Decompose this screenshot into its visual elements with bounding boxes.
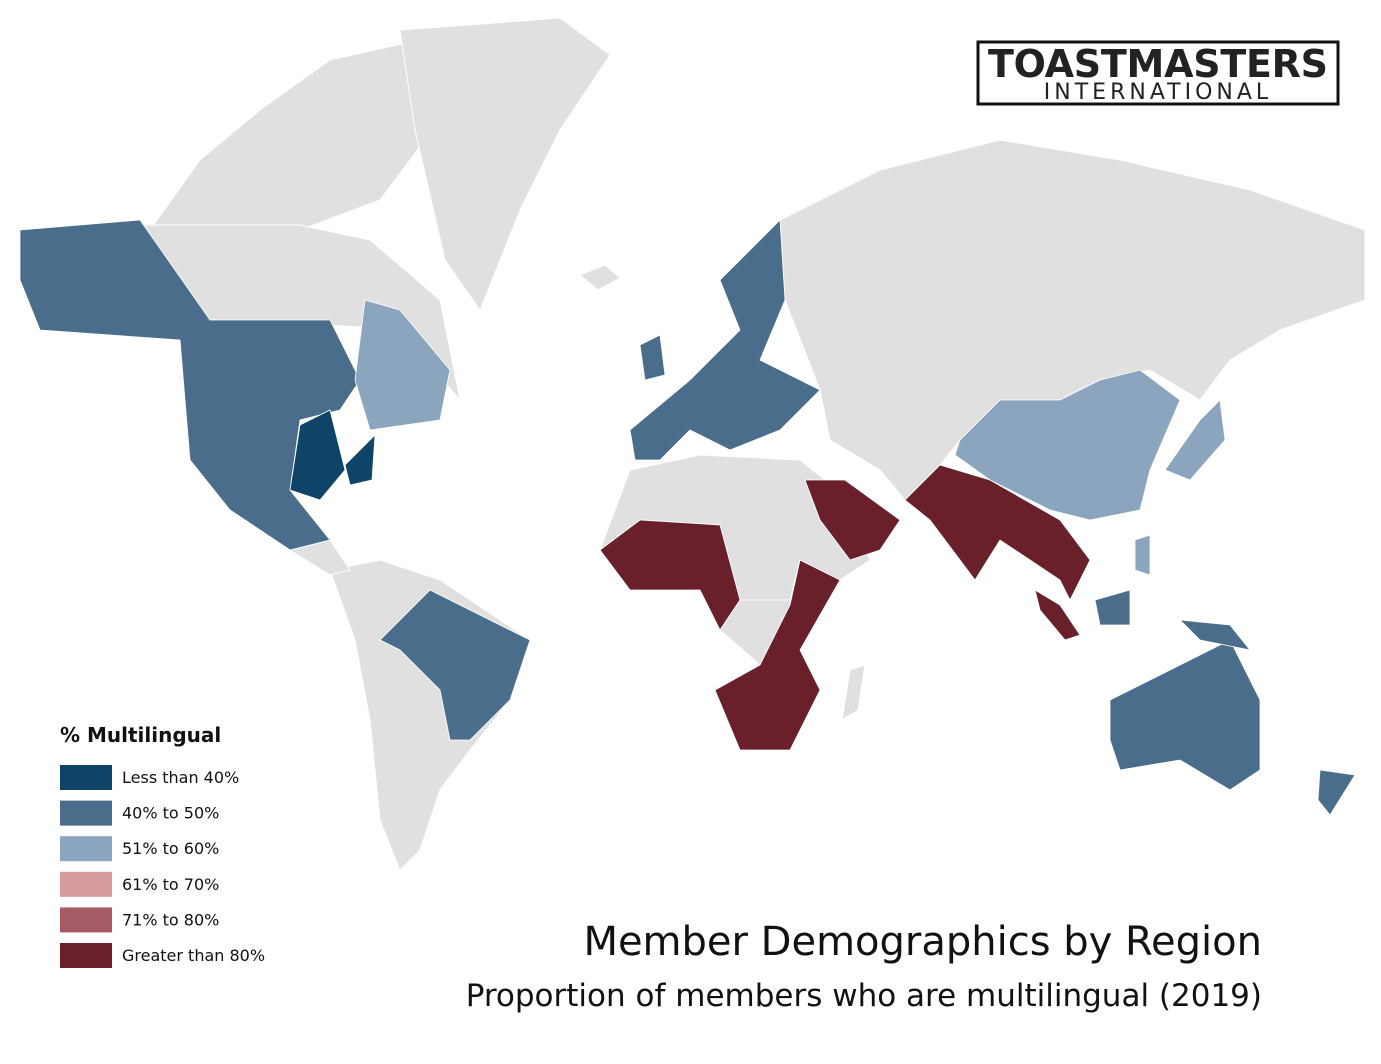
title: Member Demographics by Region: [583, 919, 1262, 965]
madagascar: [841, 664, 866, 722]
region: [804, 479, 901, 561]
region: [1178, 619, 1251, 651]
region: [1317, 769, 1356, 816]
greenland: [399, 17, 611, 312]
logo-name: TOASTMASTERS: [988, 42, 1328, 86]
region: [714, 559, 841, 751]
logo-sub: INTERNATIONAL: [1044, 80, 1272, 105]
region: [1109, 639, 1261, 791]
legend-swatch: [60, 836, 112, 862]
region: [289, 409, 346, 501]
region: [639, 334, 666, 381]
legend-title: % Multilingual: [60, 723, 221, 747]
legend-label: Greater than 80%: [122, 946, 265, 965]
regions: [19, 219, 1356, 816]
region: [19, 219, 361, 551]
region: [954, 369, 1181, 521]
legend-swatch: [60, 871, 112, 897]
legend: Less than 40% 40% to 50% 51% to 60% 61% to …: [60, 765, 265, 968]
legend-swatch: [60, 765, 112, 790]
logo: TOASTMASTERS INTERNATIONAL: [976, 40, 1340, 106]
legend-swatch: [60, 800, 112, 826]
logo-box: [976, 40, 1340, 106]
region: [344, 433, 376, 486]
iceland: [579, 264, 621, 291]
region: [379, 589, 531, 741]
legend-label: 61% to 70%: [122, 875, 219, 894]
legend-label: 51% to 60%: [122, 839, 219, 858]
region: [904, 464, 1091, 601]
region: [599, 519, 741, 631]
region: [354, 299, 451, 431]
legend-swatch: [60, 907, 112, 933]
region: [1134, 534, 1151, 576]
region: [1094, 589, 1131, 626]
legend-label: Less than 40%: [122, 768, 239, 787]
region: [1034, 589, 1081, 641]
legend-label: 71% to 80%: [122, 910, 219, 929]
legend-label: 40% to 50%: [122, 804, 219, 823]
region: [1164, 399, 1226, 481]
arctic-islands: [149, 39, 441, 231]
region: [629, 219, 821, 461]
subtitle: Proportion of members who are multilingu…: [466, 978, 1262, 1014]
legend-swatch: [60, 943, 112, 968]
